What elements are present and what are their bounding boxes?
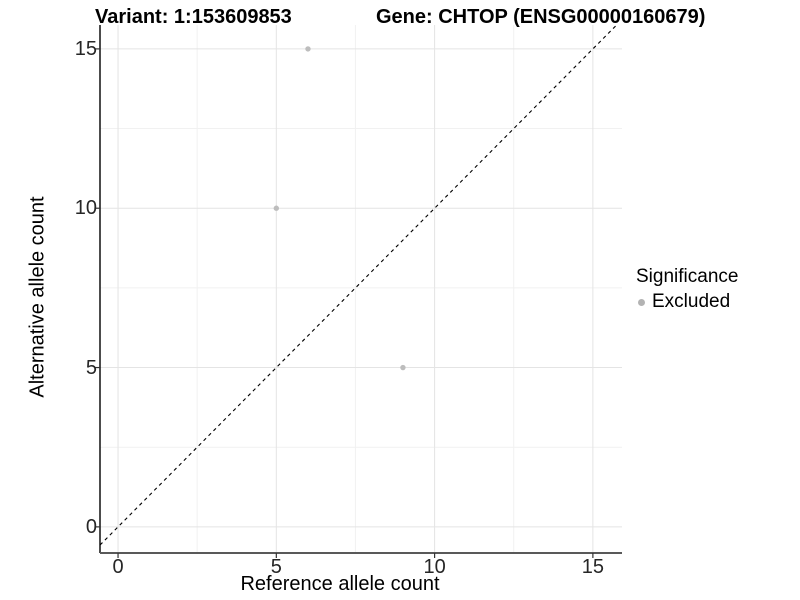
x-tick-label: 5 <box>270 556 282 578</box>
y-tick-label: 15 <box>74 37 97 60</box>
y-tick-label: 10 <box>74 197 97 220</box>
data-point <box>305 46 311 52</box>
legend-point-icon <box>638 298 645 306</box>
plot-panel <box>95 24 622 558</box>
data-point <box>400 364 406 371</box>
x-tick-label: 15 <box>581 556 604 578</box>
x-tick-label: 10 <box>423 556 446 578</box>
plot-title-variant: Variant: 1:153609853 <box>95 6 292 28</box>
y-tick-label: 5 <box>85 356 97 379</box>
data-point <box>273 205 280 211</box>
legend: Significance Excluded <box>636 266 738 313</box>
plot-title-gene: Gene: CHTOP (ENSG00000160679) <box>376 6 706 28</box>
identity-reference-line <box>99 24 618 546</box>
y-tick-label: 0 <box>85 515 97 538</box>
legend-item-label: Excluded <box>652 291 731 312</box>
x-axis-title: Reference allele count <box>240 573 440 595</box>
legend-item-excluded: Excluded <box>638 291 738 313</box>
y-axis-title: Alternative allele count <box>26 196 49 398</box>
x-tick-label: 0 <box>112 556 124 578</box>
legend-title: Significance <box>636 266 739 287</box>
